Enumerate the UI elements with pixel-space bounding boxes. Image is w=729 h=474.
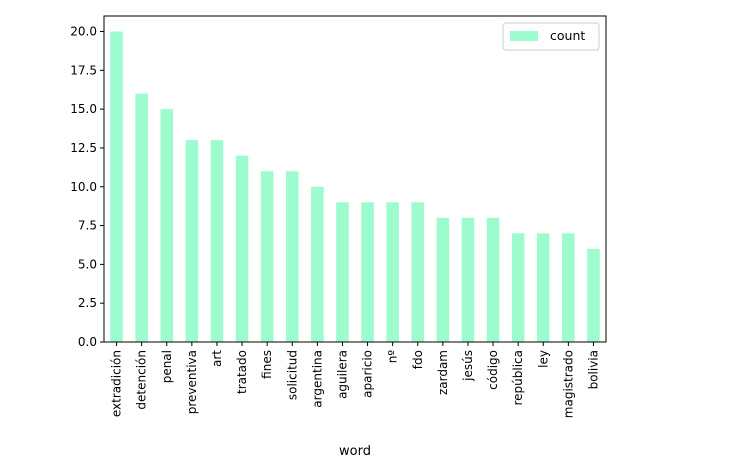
bar-ley <box>536 233 550 342</box>
x-tick-label: ley <box>536 350 550 368</box>
y-tick-label: 15.0 <box>70 102 97 116</box>
bar-solicitud <box>285 171 299 342</box>
x-axis: extradición detención penal preventiva art tr… <box>110 342 600 418</box>
bar-jesús <box>461 217 475 342</box>
x-tick-label: aguilera <box>335 350 349 399</box>
x-tick-label: bolivia <box>586 350 600 389</box>
bar-zardam <box>436 217 450 342</box>
bar-extradición <box>110 31 123 343</box>
x-tick-label: aparicio <box>361 350 375 398</box>
bar-nº <box>386 202 399 342</box>
bar-preventiva <box>185 140 199 342</box>
x-tick-label: detención <box>135 350 149 410</box>
x-tick-label: art <box>210 350 224 367</box>
bar-fdo <box>411 202 425 342</box>
bar-argentina <box>311 186 324 342</box>
legend-swatch <box>510 31 538 41</box>
x-tick-label: tratado <box>235 350 249 394</box>
y-tick-label: 2.5 <box>78 296 97 310</box>
x-tick-label: código <box>486 350 500 390</box>
x-tick-label: solicitud <box>285 350 299 400</box>
bar-art <box>210 140 224 342</box>
y-axis: 0.0 2.5 5.0 7.5 10.0 12.5 15.0 17.5 20.0 <box>70 25 104 349</box>
y-tick-label: 12.5 <box>70 141 97 155</box>
bar-magistrado <box>562 233 575 342</box>
x-tick-label: extradición <box>110 350 124 417</box>
bar-tratado <box>235 155 249 342</box>
x-axis-title: word <box>339 444 371 459</box>
x-tick-label: jesús <box>461 350 475 382</box>
x-tick-label: fines <box>260 350 274 379</box>
legend-label: count <box>550 28 585 43</box>
x-tick-label: zardam <box>436 350 450 395</box>
legend-box <box>502 22 600 51</box>
bar-código <box>486 217 500 342</box>
x-tick-label: argentina <box>310 350 324 408</box>
y-tick-label: 5.0 <box>78 257 97 271</box>
y-tick-label: 17.5 <box>70 63 97 77</box>
x-tick-label: penal <box>160 350 174 383</box>
x-tick-label: república <box>511 350 525 406</box>
bars-group <box>110 31 600 343</box>
y-tick-label: 7.5 <box>78 219 97 233</box>
x-tick-label: nº <box>386 350 400 364</box>
bar-bolivia <box>587 248 600 342</box>
bar-aguilera <box>336 202 349 342</box>
y-tick-label: 20.0 <box>70 25 97 39</box>
x-tick-label: preventiva <box>185 350 199 414</box>
y-tick-label: 10.0 <box>70 180 97 194</box>
x-tick-label: fdo <box>411 350 425 369</box>
bar-fines <box>260 171 274 342</box>
bar-penal <box>160 109 174 342</box>
bar-aparicio <box>361 202 374 342</box>
x-tick-label: magistrado <box>561 350 575 418</box>
plot-frame <box>103 15 607 343</box>
legend: count <box>502 22 600 51</box>
y-tick-label: 0.0 <box>78 335 97 349</box>
bar-república <box>511 233 525 342</box>
bar-detención <box>135 93 148 343</box>
